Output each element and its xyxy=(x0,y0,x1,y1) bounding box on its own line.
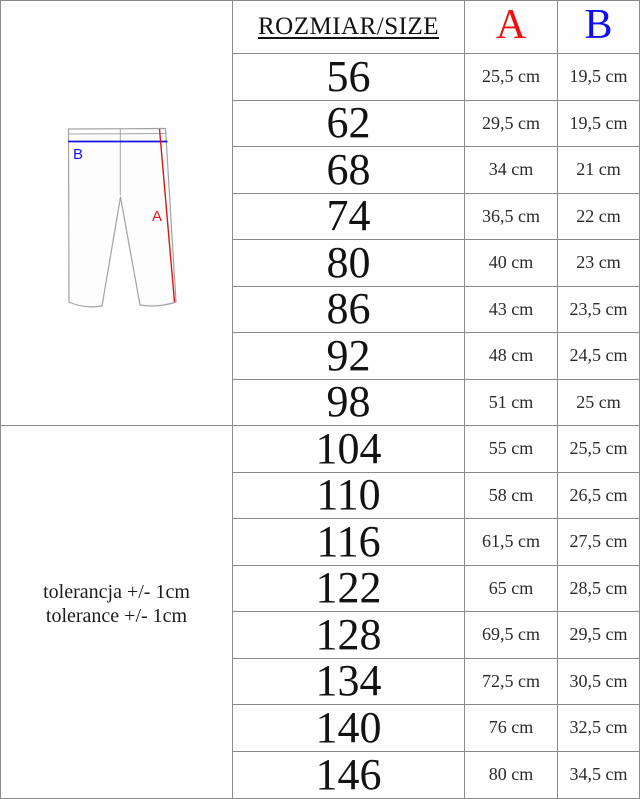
measurement-b-cell: 27,5 cm xyxy=(557,519,639,566)
size-cell: 68 xyxy=(233,147,464,194)
left-panel: B A tolerancja +/- 1cm tolerance +/- 1cm xyxy=(1,1,233,798)
size-cell: 128 xyxy=(233,612,464,659)
size-cell: 146 xyxy=(315,751,382,798)
tolerance-line-pl: tolerancja +/- 1cm xyxy=(43,581,190,603)
measurement-b-cell: 29,5 cm xyxy=(557,612,639,659)
measurement-a-cell: 69,5 cm xyxy=(464,612,557,659)
size-cell: 80 xyxy=(233,240,464,287)
measurement-b-cell: 28,5 cm xyxy=(557,565,639,612)
size-cell: 134 xyxy=(233,659,464,705)
measurement-b-cell: 25,5 cm xyxy=(557,426,639,473)
measurement-a-cell: 76 cm xyxy=(464,705,557,752)
size-cell: 74 xyxy=(233,194,464,240)
measurement-b-cell: 23 cm xyxy=(557,240,639,287)
size-cell: 110 xyxy=(233,473,464,519)
tolerance-note: tolerancja +/- 1cm tolerance +/- 1cm xyxy=(1,426,232,798)
measure-line-a xyxy=(158,128,176,302)
size-cell: 56 xyxy=(233,54,464,101)
measurement-b-cell: 21 cm xyxy=(557,147,639,194)
header-size-column: ROZMIAR/SIZE xyxy=(233,1,464,54)
measurement-a-cell: 58 cm xyxy=(464,472,557,519)
measurement-a-cell: 29,5 cm xyxy=(464,100,557,147)
measurement-a-cell: 80 cm xyxy=(464,751,557,798)
measurement-b-cell: 24,5 cm xyxy=(557,333,639,380)
waistband-seam-line xyxy=(68,132,166,134)
measurement-a-cell: 51 cm xyxy=(464,379,557,426)
measure-label-a: A xyxy=(152,208,162,225)
size-table: ROZMIAR/SIZE A B 56 25,5 cm 19,5 cm 62 2… xyxy=(233,1,639,798)
measurement-b-cell: 23,5 cm xyxy=(557,286,639,333)
tolerance-line-en: tolerance +/- 1cm xyxy=(45,605,188,627)
measurement-b-cell: 30,5 cm xyxy=(557,658,639,705)
measurement-a-cell: 48 cm xyxy=(464,333,557,380)
size-cell: 104 xyxy=(233,426,464,473)
pants-outline xyxy=(67,127,177,307)
header-a-column: A xyxy=(464,1,557,54)
measurement-a-cell: 55 cm xyxy=(464,426,557,473)
pants-diagram: B A xyxy=(67,127,177,307)
measurement-b-cell: 26,5 cm xyxy=(557,472,639,519)
measurement-b-cell: 19,5 cm xyxy=(557,54,639,101)
size-cell: 116 xyxy=(233,519,464,566)
measurement-b-cell: 32,5 cm xyxy=(557,705,639,752)
size-cell: 86 xyxy=(233,287,464,333)
measurement-a-cell: 40 cm xyxy=(464,240,557,287)
size-cell: 98 xyxy=(233,380,464,426)
size-cell: 122 xyxy=(233,566,464,612)
measurement-a-cell: 34 cm xyxy=(464,147,557,194)
measurement-b-cell: 34,5 cm xyxy=(557,751,639,798)
measurement-a-cell: 36,5 cm xyxy=(464,193,557,240)
pants-diagram-cell: B A xyxy=(1,1,232,426)
measurement-b-cell: 25 cm xyxy=(557,379,639,426)
measurement-a-cell: 61,5 cm xyxy=(464,519,557,566)
measurement-a-cell: 72,5 cm xyxy=(464,658,557,705)
measurement-b-cell: 19,5 cm xyxy=(557,100,639,147)
measurement-b-cell: 22 cm xyxy=(557,193,639,240)
measurement-a-cell: 43 cm xyxy=(464,286,557,333)
size-cell: 140 xyxy=(233,705,464,752)
header-b-column: B xyxy=(557,1,639,54)
size-cell: 62 xyxy=(233,101,464,147)
measurement-a-cell: 65 cm xyxy=(464,565,557,612)
size-cell: 92 xyxy=(233,333,464,380)
measurement-a-cell: 25,5 cm xyxy=(464,54,557,101)
measure-label-b: B xyxy=(73,146,83,163)
